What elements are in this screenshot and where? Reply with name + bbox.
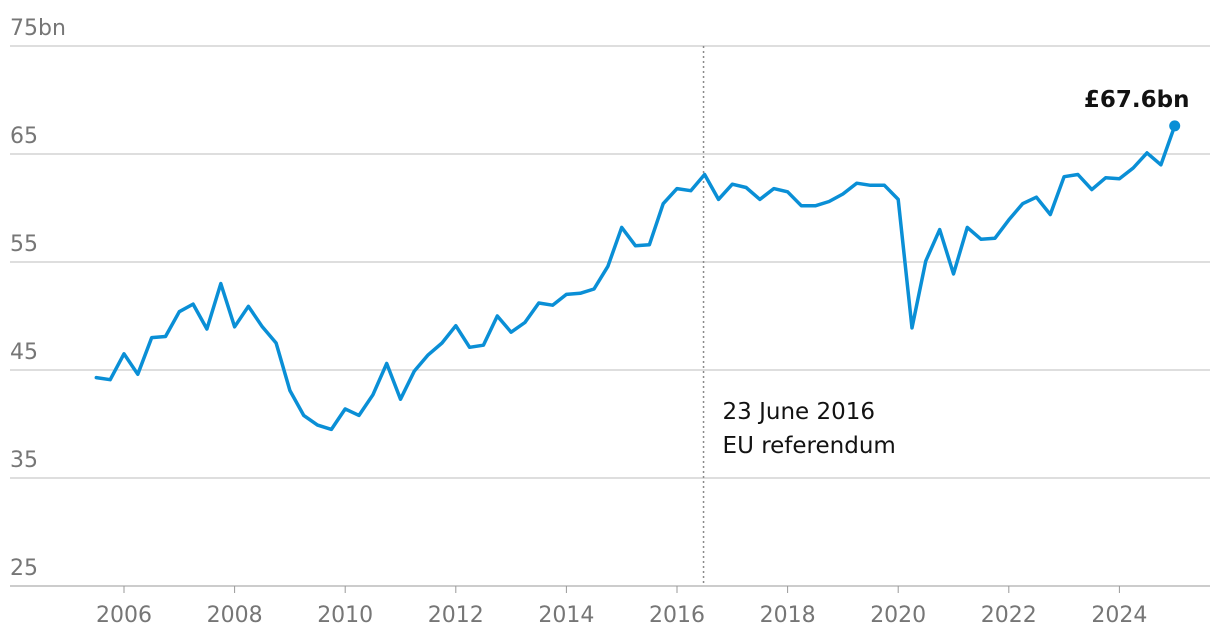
x-tick-label: 2006 [96,603,152,628]
x-tick-label: 2010 [317,603,373,628]
x-tick-label: 2016 [649,603,705,628]
x-tick-label: 2008 [207,603,263,628]
y-tick-label: 75bn [10,16,66,41]
y-tick-label: 65 [10,124,38,149]
latest-value-dot [1169,120,1181,132]
y-tick-label: 45 [10,340,38,365]
y-tick-label: 25 [10,556,38,581]
y-tick-labels: 75bn 65 55 45 35 25 [10,16,66,581]
series-line [94,124,1177,432]
x-tick-label: 2020 [870,603,926,628]
x-tick-labels: 2006 2008 2010 2012 2014 2016 2018 2020 2022 2024 [96,603,1147,628]
y-tick-label: 35 [10,448,38,473]
latest-value-label: £67.6bn [1084,87,1190,113]
x-tick-label: 2018 [760,603,816,628]
x-tick-label: 2014 [538,603,594,628]
x-tick-label: 2012 [428,603,484,628]
referendum-date-label: 23 June 2016 [723,399,876,425]
x-tick-label: 2024 [1091,603,1147,628]
referendum-marker: 23 June 2016 EU referendum [702,46,896,586]
latest-value-marker: £67.6bn [1084,87,1190,132]
x-tick-label: 2022 [981,603,1037,628]
referendum-event-label: EU referendum [723,433,896,459]
y-tick-label: 55 [10,232,38,257]
x-axis [10,585,1210,593]
series-layer [94,124,1177,432]
